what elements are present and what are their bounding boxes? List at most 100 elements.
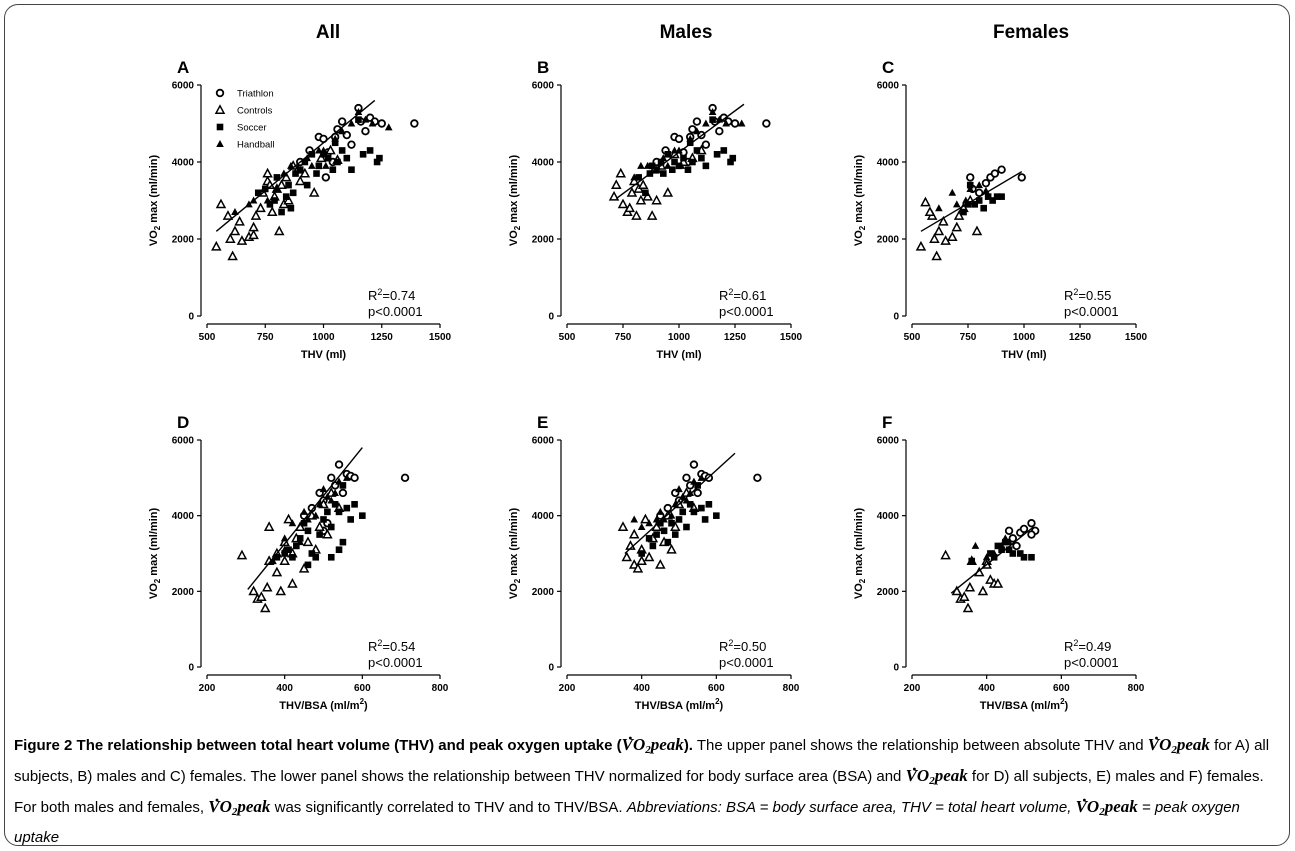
data-point-controls: [222, 210, 234, 220]
data-point-handball: [659, 154, 668, 162]
x-tick-label: 1500: [429, 332, 452, 343]
data-point-soccer: [331, 501, 339, 508]
data-point-handball: [660, 515, 668, 523]
data-point-controls: [646, 210, 658, 220]
panel-letter: E: [537, 413, 548, 432]
x-tick-label: 600: [354, 683, 371, 694]
data-point-controls: [263, 521, 275, 531]
data-point-handball: [319, 146, 328, 154]
data-point-soccer: [327, 523, 335, 531]
x-axis-label: THV (ml): [656, 349, 702, 361]
data-point-handball: [637, 523, 646, 531]
data-point-controls: [229, 225, 241, 236]
data-point-soccer: [301, 158, 309, 166]
data-point-soccer: [980, 204, 987, 212]
panel-b: B 0 2000 4000 6000 500 750 1000 1250 1500 THV (ml)…: [508, 58, 803, 361]
data-point-soccer: [960, 208, 967, 216]
p-value-label: p<0.0001: [1064, 655, 1119, 670]
caption-text-3: for D) all subjects, E) males and F) fem…: [14, 768, 1264, 816]
y-tick-label: 0: [893, 312, 899, 323]
x-axis-label: THV (ml): [301, 349, 347, 361]
y-tick-label: 6000: [532, 81, 555, 92]
legend: Triathlon Controls Soccer Handball: [214, 89, 275, 151]
data-point-controls: [642, 190, 653, 201]
x-tick-label: 800: [783, 683, 800, 694]
data-point-soccer: [709, 116, 716, 123]
data-point-triathlon: [693, 488, 702, 498]
data-point-soccer: [635, 174, 642, 181]
y-tick-label: 4000: [172, 158, 195, 169]
data-point-controls: [302, 536, 314, 547]
x-axis-label: THV/BSA (ml/m2): [635, 697, 724, 712]
data-point-soccer: [266, 201, 274, 208]
data-point-triathlon: [689, 460, 699, 469]
caption-text-4: was significantly correlated to THV and …: [270, 799, 627, 816]
data-point-soccer: [331, 139, 339, 147]
data-point-soccer: [304, 527, 312, 535]
data-point-soccer: [653, 531, 660, 538]
x-tick-label: 400: [978, 683, 995, 694]
data-point-soccer: [642, 189, 649, 197]
data-point-handball: [1001, 534, 1010, 542]
x-tick-label: 800: [432, 683, 449, 694]
data-point-soccer: [679, 508, 687, 516]
data-point-soccer: [698, 504, 705, 512]
data-point-handball: [737, 119, 746, 127]
data-point-handball: [697, 473, 706, 481]
data-point-soccer: [278, 208, 285, 216]
data-point-controls: [953, 210, 965, 220]
series-handball: [269, 473, 351, 565]
data-point-soccer: [338, 147, 346, 154]
x-tick-label: 500: [904, 332, 921, 343]
data-point-handball: [280, 545, 289, 553]
series-triathlon: [966, 165, 1026, 197]
data-point-controls: [951, 221, 963, 232]
data-point-handball: [971, 541, 980, 549]
data-point-handball: [231, 208, 239, 216]
data-point-controls: [640, 513, 651, 524]
series-triathlon: [1004, 519, 1040, 551]
data-point-controls: [322, 528, 333, 539]
panel-letter: A: [177, 58, 189, 77]
data-point-handball: [304, 515, 312, 523]
data-point-soccer: [292, 170, 299, 177]
data-point-controls: [250, 210, 262, 220]
data-point-soccer: [339, 538, 347, 546]
data-point-soccer: [1028, 553, 1035, 561]
data-point-soccer: [990, 553, 998, 561]
data-point-soccer: [339, 482, 347, 489]
data-point-soccer: [1016, 550, 1024, 557]
y-axis-label: VO2 max (ml/min): [853, 155, 867, 247]
data-point-triathlon: [1019, 524, 1029, 534]
column-header-all: All: [316, 22, 340, 43]
data-point-handball: [982, 553, 991, 561]
data-point-handball: [343, 473, 351, 481]
regression-line: [615, 103, 745, 200]
data-point-handball: [1005, 538, 1013, 546]
data-point-soccer: [690, 508, 698, 516]
data-point-triathlon: [337, 117, 347, 126]
data-point-controls: [959, 591, 970, 601]
data-point-soccer: [668, 166, 676, 173]
x-axis-label: THV/BSA (ml/m2): [279, 697, 368, 712]
data-point-controls: [631, 210, 642, 220]
data-point-controls: [624, 202, 635, 213]
data-point-triathlon: [762, 119, 771, 128]
data-point-soccer: [254, 189, 262, 197]
x-tick-label: 750: [615, 332, 632, 343]
x-tick-label: 1250: [1069, 332, 1092, 343]
y-tick-label: 4000: [532, 158, 555, 169]
y-tick-label: 6000: [877, 436, 900, 447]
series-triathlon: [296, 103, 419, 182]
data-point-soccer: [694, 482, 701, 489]
regression-line: [624, 452, 736, 555]
data-point-soccer: [285, 546, 292, 554]
data-point-soccer: [968, 557, 976, 565]
data-point-soccer: [998, 193, 1005, 200]
data-point-controls: [615, 167, 627, 178]
data-point-soccer: [984, 193, 992, 200]
data-point-soccer: [261, 185, 269, 193]
y-tick-label: 2000: [532, 587, 555, 598]
x-tick-label: 600: [708, 683, 725, 694]
data-point-handball: [990, 549, 998, 557]
